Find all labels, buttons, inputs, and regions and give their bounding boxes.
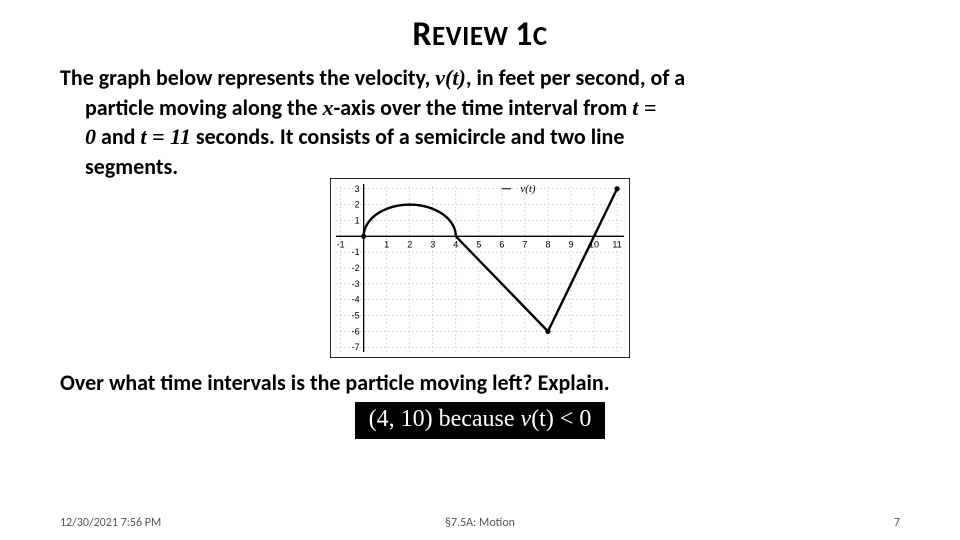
title-eview: EVIEW <box>432 20 515 53</box>
zero: 0 <box>85 124 96 149</box>
svg-text:6: 6 <box>499 239 504 249</box>
prompt-l1a: The graph below represents the velocity, <box>60 64 435 91</box>
footer: 12/30/2021 7:56 PM §7.5A: Motion 7 <box>0 516 960 530</box>
svg-text:7: 7 <box>522 239 527 249</box>
footer-timestamp: 12/30/2021 7:56 PM <box>60 516 161 530</box>
v-of-t: v(t) <box>435 65 466 90</box>
answer-paren-t: (t) <box>531 406 554 432</box>
slide-title: REVIEW 1C <box>0 0 960 55</box>
title-c: C <box>533 20 548 53</box>
svg-text:1: 1 <box>384 239 389 249</box>
x-var: x <box>323 95 334 120</box>
prompt-l2a: particle moving along the <box>85 94 323 121</box>
prompt-block: The graph below represents the velocity,… <box>0 55 960 182</box>
prompt-l4: segments. <box>85 153 178 180</box>
svg-text:-7: -7 <box>352 342 360 352</box>
svg-text:3: 3 <box>355 184 360 194</box>
svg-text:8: 8 <box>545 239 550 249</box>
svg-text:v(t): v(t) <box>520 183 536 195</box>
svg-text:4: 4 <box>453 239 458 249</box>
svg-text:-2: -2 <box>352 263 360 273</box>
graph-holder: -11234567891011-7-6-5-4-3-2-1123v(t) <box>0 178 960 363</box>
prompt-l2b: -axis over the time interval from <box>334 94 633 121</box>
footer-page-number: 7 <box>894 516 900 530</box>
answer-because: because <box>433 406 521 432</box>
svg-text:3: 3 <box>430 239 435 249</box>
svg-text:1: 1 <box>355 215 360 225</box>
answer-v: v <box>521 406 532 432</box>
title-1: 1 <box>515 14 533 55</box>
t-eq: t = <box>632 95 656 120</box>
svg-text:-1: -1 <box>337 239 345 249</box>
answer-holder: (4, 10) because v(t) < 0 <box>0 402 960 439</box>
title-r: R <box>412 14 432 55</box>
prompt-and: and <box>96 123 140 150</box>
answer-lt0: < 0 <box>554 406 592 432</box>
t-eq-11: t = 11 <box>140 124 190 149</box>
prompt-l3b: seconds. It consists of a semicircle and… <box>191 123 625 150</box>
svg-text:11: 11 <box>612 239 621 249</box>
question-text: Over what time intervals is the particle… <box>0 363 960 396</box>
svg-text:2: 2 <box>355 199 360 209</box>
svg-text:-3: -3 <box>352 279 360 289</box>
answer-box: (4, 10) because v(t) < 0 <box>355 402 606 439</box>
svg-text:-1: -1 <box>352 247 360 257</box>
answer-interval: (4, 10) <box>369 406 433 432</box>
prompt-l1b: , in feet per second, of a <box>466 64 685 91</box>
svg-text:5: 5 <box>476 239 481 249</box>
svg-text:-4: -4 <box>352 294 360 304</box>
velocity-graph: -11234567891011-7-6-5-4-3-2-1123v(t) <box>330 178 630 358</box>
svg-text:-6: -6 <box>352 326 360 336</box>
svg-text:-5: -5 <box>352 310 360 320</box>
svg-text:2: 2 <box>407 239 412 249</box>
svg-text:9: 9 <box>569 239 574 249</box>
